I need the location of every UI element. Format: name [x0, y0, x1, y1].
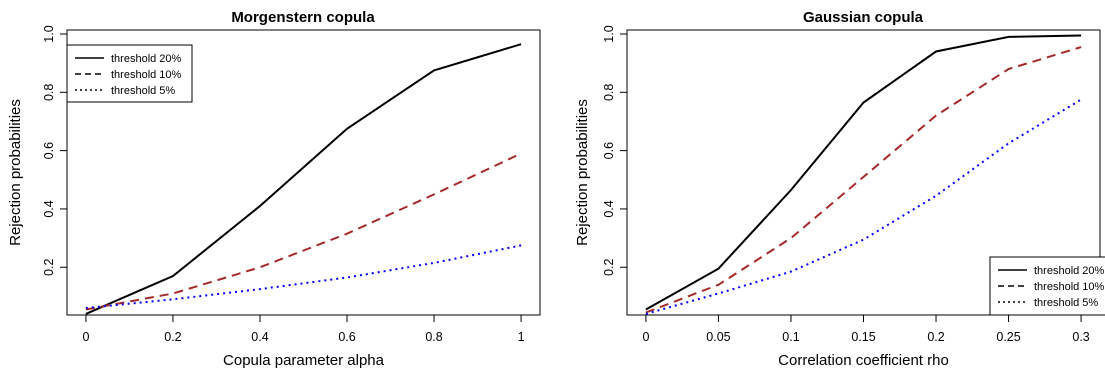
x-tick-label: 0.15 [851, 330, 875, 344]
y-tick-label: 0.4 [602, 200, 616, 217]
y-axis-label: Rejection probabilities [574, 99, 591, 246]
legend: threshold 20% threshold 10% threshold 5% [66, 44, 193, 103]
x-tick-label: 1 [518, 330, 525, 344]
y-tick-label: 0.6 [42, 142, 56, 159]
y-tick-label: 0.4 [42, 200, 56, 217]
chart-title: Morgenstern copula [231, 9, 375, 26]
y-tick-label: 1.0 [602, 25, 616, 42]
series-line-2 [645, 46, 1082, 314]
legend: threshold 20% threshold 10% threshold 5% [989, 256, 1105, 316]
legend-box [989, 256, 1105, 316]
series-line-1 [645, 34, 1082, 311]
x-axis-label: Correlation coefficient rho [778, 352, 949, 369]
series-line-3 [85, 244, 522, 310]
x-tick-label: 0.2 [927, 330, 944, 344]
legend-label: threshold 5% [111, 85, 175, 97]
x-tick-label: 0.6 [338, 330, 355, 344]
x-tick-label: 0.3 [1072, 330, 1089, 344]
chart-title: Gaussian copula [803, 9, 924, 26]
x-tick-label: 0.25 [996, 330, 1020, 344]
x-tick-label: 0.4 [251, 330, 268, 344]
y-tick-label: 0.2 [42, 259, 56, 276]
y-axis-label: Rejection probabilities [7, 99, 24, 246]
x-tick-label: 0 [642, 330, 649, 344]
plot-frame [66, 29, 541, 316]
x-tick-label: 0.2 [164, 330, 181, 344]
legend-label: threshold 10% [1034, 281, 1105, 293]
legend-label: threshold 5% [1034, 297, 1098, 309]
chart-panel-2: Gaussian copula 0 0.05 0.1 0.15 0.2 0.25 0.3 0.2… [574, 9, 1105, 369]
legend-label: threshold 10% [111, 69, 182, 81]
y-tick-label: 1.0 [42, 25, 56, 42]
x-tick-label: 0.8 [425, 330, 442, 344]
legend-label: threshold 20% [1034, 265, 1105, 277]
series-line-1 [85, 43, 522, 315]
x-axis-label: Copula parameter alpha [223, 352, 385, 369]
series-line-2 [85, 152, 522, 311]
legend-label: threshold 20% [111, 53, 182, 65]
chart-panel-1: Morgenstern copula 0 0.2 0.4 0.6 0.8 1 0.2 0.4 0.… [7, 9, 541, 369]
y-tick-label: 0.8 [42, 84, 56, 101]
legend-box [66, 44, 193, 103]
y-tick-label: 0.6 [602, 142, 616, 159]
x-tick-label: 0.05 [706, 330, 730, 344]
x-tick-label: 0 [82, 330, 89, 344]
y-tick-label: 0.8 [602, 84, 616, 101]
y-tick-label: 0.2 [602, 259, 616, 276]
x-tick-label: 0.1 [782, 330, 799, 344]
